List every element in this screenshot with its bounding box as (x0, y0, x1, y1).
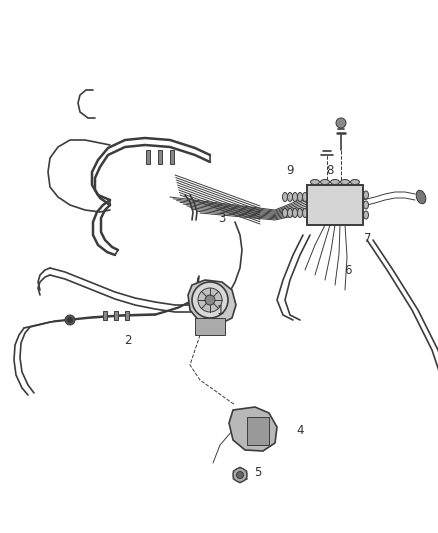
FancyBboxPatch shape (103, 311, 107, 320)
Ellipse shape (293, 192, 297, 201)
Polygon shape (229, 407, 277, 451)
Circle shape (237, 472, 244, 479)
Text: 4: 4 (296, 424, 304, 437)
Ellipse shape (311, 180, 319, 184)
Text: 8: 8 (326, 164, 334, 176)
Text: 6: 6 (344, 263, 352, 277)
Circle shape (205, 295, 215, 305)
Text: 1: 1 (216, 303, 224, 317)
Circle shape (65, 315, 75, 325)
Text: 2: 2 (124, 334, 132, 346)
Ellipse shape (303, 208, 307, 217)
Ellipse shape (364, 191, 368, 199)
Ellipse shape (283, 208, 287, 217)
FancyBboxPatch shape (146, 150, 150, 164)
Circle shape (67, 318, 73, 322)
Ellipse shape (287, 192, 293, 201)
Ellipse shape (321, 180, 329, 184)
FancyBboxPatch shape (114, 311, 118, 320)
Ellipse shape (293, 208, 297, 217)
Ellipse shape (297, 192, 303, 201)
Circle shape (192, 282, 228, 318)
Ellipse shape (297, 208, 303, 217)
Text: 3: 3 (218, 212, 226, 224)
Ellipse shape (350, 180, 360, 184)
Ellipse shape (340, 180, 350, 184)
Polygon shape (195, 318, 225, 335)
FancyBboxPatch shape (247, 417, 269, 445)
FancyBboxPatch shape (158, 150, 162, 164)
Ellipse shape (364, 211, 368, 219)
Text: 5: 5 (254, 465, 261, 479)
Polygon shape (188, 280, 236, 324)
Ellipse shape (364, 201, 368, 209)
FancyBboxPatch shape (125, 311, 129, 320)
Text: 7: 7 (364, 231, 372, 245)
Circle shape (198, 288, 222, 312)
Ellipse shape (283, 192, 287, 201)
Circle shape (233, 468, 247, 482)
Circle shape (336, 118, 346, 128)
Ellipse shape (287, 208, 293, 217)
Text: 9: 9 (286, 164, 294, 176)
Ellipse shape (416, 190, 426, 204)
FancyBboxPatch shape (170, 150, 174, 164)
Ellipse shape (303, 192, 307, 201)
Polygon shape (307, 185, 363, 225)
Ellipse shape (331, 180, 339, 184)
